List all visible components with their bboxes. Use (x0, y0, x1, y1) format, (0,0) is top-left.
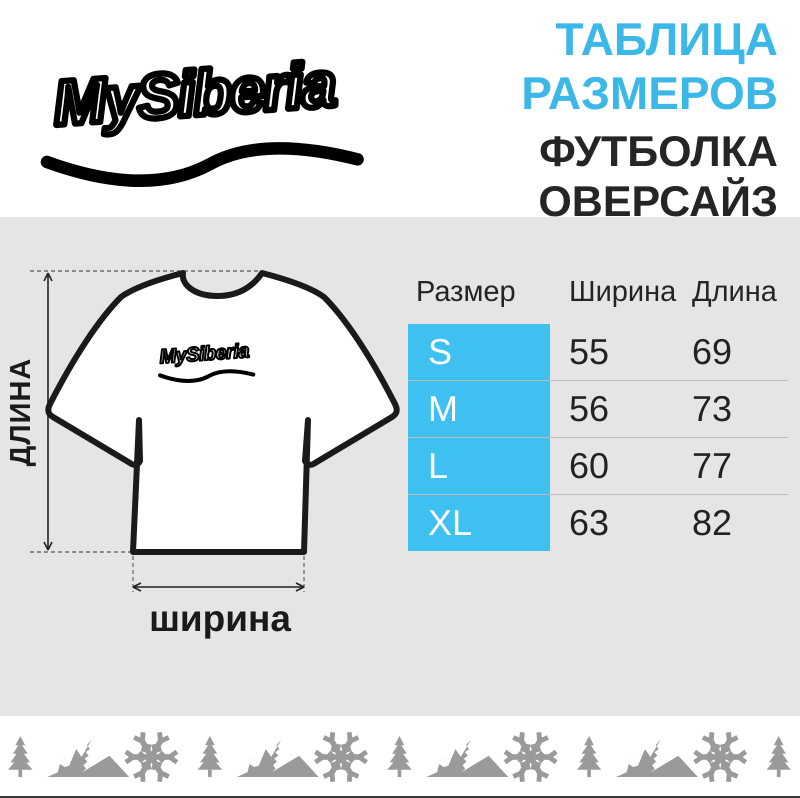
svg-text:MySiberia: MySiberia (51, 49, 337, 139)
svg-text:ДЛИНА: ДЛИНА (5, 358, 37, 467)
